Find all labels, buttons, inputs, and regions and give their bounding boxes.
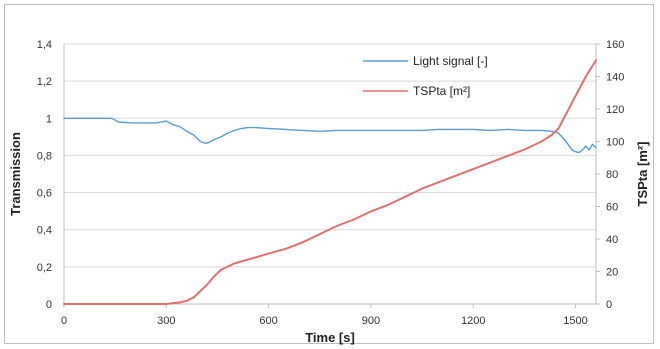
y-left-tick-label-4: 0,8: [37, 150, 52, 162]
legend-label-light-signal: Light signal [-]: [413, 54, 488, 68]
series-layer: [63, 59, 597, 305]
y-right-tick-label-7: 140: [606, 72, 624, 84]
y-right-tick-label-6: 120: [606, 104, 624, 116]
x-tick-label-1: 300: [157, 315, 175, 327]
x-axis-title: Time [s]: [305, 330, 355, 345]
x-tick-label-3: 900: [362, 315, 380, 327]
y-axis-left-title: Transmission: [8, 132, 23, 216]
y-left-tick-label-1: 0,2: [37, 262, 52, 274]
legend: Light signal [-] TSPta [m²]: [363, 54, 488, 98]
series-line-0: [63, 117, 597, 154]
y-right-tick-label-3: 60: [606, 202, 618, 214]
y-right-tick-label-1: 20: [606, 267, 618, 279]
y-right-tick-label-4: 80: [606, 169, 618, 181]
y-left-tick-label-5: 1: [46, 113, 52, 125]
y-right-tick-label-8: 160: [606, 39, 624, 51]
grid-lines: [64, 43, 596, 268]
y-axis-right-title: TSPta [m²]: [635, 142, 650, 207]
y-left-tick-label-0: 0: [46, 299, 52, 311]
x-tick-label-5: 1500: [563, 315, 587, 327]
y-left-tick-label-6: 1,2: [37, 76, 52, 88]
y-left-tick-label-7: 1,4: [37, 39, 52, 51]
y-left-tick-label-3: 0,6: [37, 188, 52, 200]
x-tick-label-4: 1200: [461, 315, 485, 327]
axes: 0 0,2 0,4 0,6 0,8 1 1,2 1,4 0 20 40 60 80 100 120 140 16…: [37, 39, 625, 327]
y-right-tick-label-5: 100: [606, 137, 624, 149]
series-line-1: [63, 59, 597, 305]
legend-label-tspta: TSPta [m²]: [413, 84, 470, 98]
y-right-tick-label-0: 0: [606, 299, 612, 311]
y-left-tick-label-2: 0,4: [37, 225, 52, 237]
x-tick-label-2: 600: [259, 315, 277, 327]
y-right-tick-label-2: 40: [606, 234, 618, 246]
x-tick-label-0: 0: [61, 315, 67, 327]
plot-area: [64, 44, 596, 304]
